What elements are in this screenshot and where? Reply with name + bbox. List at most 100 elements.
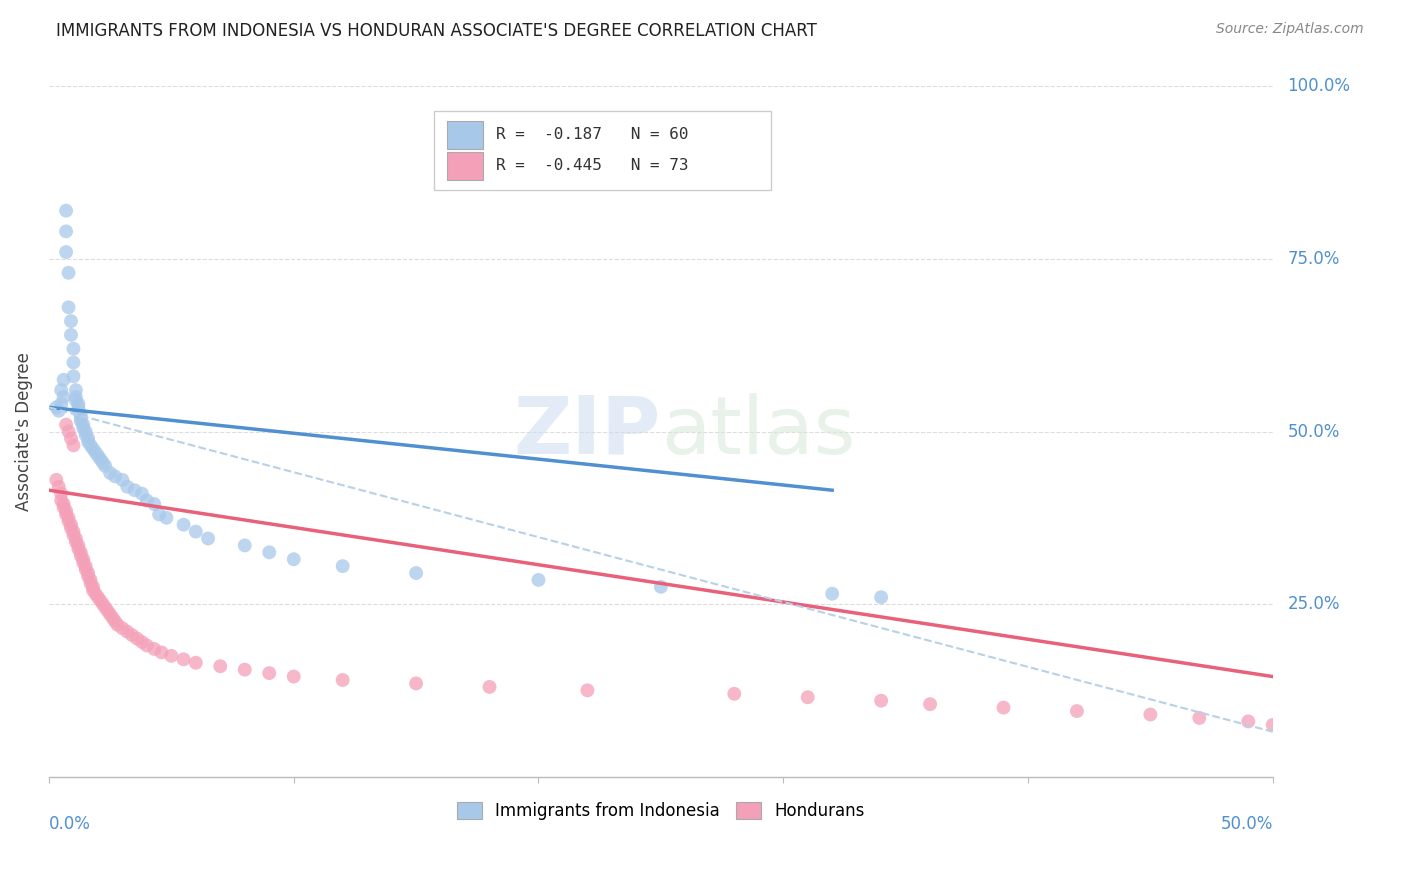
Point xyxy=(67,538,90,552)
Point xyxy=(117,480,139,494)
Point xyxy=(67,404,90,418)
Point xyxy=(69,549,91,563)
Point xyxy=(59,517,82,532)
Point xyxy=(58,301,80,315)
Point xyxy=(209,659,232,673)
Point xyxy=(72,552,94,566)
Point xyxy=(1188,711,1211,725)
Point xyxy=(62,342,84,356)
Point xyxy=(69,407,91,421)
Point xyxy=(87,590,110,604)
Point xyxy=(58,425,80,439)
Text: Source: ZipAtlas.com: Source: ZipAtlas.com xyxy=(1216,22,1364,37)
Point xyxy=(84,587,107,601)
Point xyxy=(332,673,354,687)
Point xyxy=(55,245,77,260)
Point xyxy=(55,203,77,218)
Text: 75.0%: 75.0% xyxy=(1288,250,1340,268)
Point xyxy=(117,624,139,639)
Point xyxy=(52,390,75,404)
Legend: Immigrants from Indonesia, Hondurans: Immigrants from Indonesia, Hondurans xyxy=(450,796,872,827)
Point xyxy=(283,552,305,566)
Text: IMMIGRANTS FROM INDONESIA VS HONDURAN ASSOCIATE'S DEGREE CORRELATION CHART: IMMIGRANTS FROM INDONESIA VS HONDURAN AS… xyxy=(56,22,817,40)
Text: atlas: atlas xyxy=(661,392,855,471)
Point xyxy=(104,469,127,483)
Point xyxy=(82,580,104,594)
Point xyxy=(1261,718,1284,732)
Point xyxy=(67,397,90,411)
Point xyxy=(121,628,143,642)
Point xyxy=(155,510,177,524)
Point xyxy=(173,517,195,532)
Point xyxy=(259,666,281,681)
Point xyxy=(135,639,157,653)
Point xyxy=(59,327,82,342)
Point xyxy=(51,397,73,411)
Point xyxy=(233,538,256,552)
Point xyxy=(65,393,87,408)
Point xyxy=(65,532,87,546)
Point xyxy=(65,390,87,404)
Point xyxy=(160,648,183,663)
Point xyxy=(52,500,75,515)
Point xyxy=(89,593,111,607)
Point xyxy=(84,445,107,459)
Point xyxy=(51,486,73,500)
Point xyxy=(59,432,82,446)
Point xyxy=(48,404,70,418)
Y-axis label: Associate's Degree: Associate's Degree xyxy=(15,352,32,511)
Point xyxy=(150,645,173,659)
Point xyxy=(72,556,94,570)
Point xyxy=(993,700,1015,714)
Point xyxy=(59,521,82,535)
Point xyxy=(65,383,87,397)
Point xyxy=(184,656,207,670)
Text: 0.0%: 0.0% xyxy=(49,814,91,832)
Point xyxy=(51,493,73,508)
Point xyxy=(48,480,70,494)
Point xyxy=(111,621,134,635)
Point xyxy=(870,694,893,708)
Point xyxy=(65,535,87,549)
Point xyxy=(58,514,80,528)
Point xyxy=(58,266,80,280)
Point xyxy=(79,438,101,452)
Point xyxy=(79,573,101,587)
FancyBboxPatch shape xyxy=(447,152,484,179)
Point xyxy=(91,597,114,611)
Point xyxy=(1066,704,1088,718)
Point xyxy=(69,414,91,428)
Point xyxy=(59,314,82,328)
Point xyxy=(650,580,672,594)
Point xyxy=(1139,707,1161,722)
Point xyxy=(259,545,281,559)
Point xyxy=(55,504,77,518)
Point xyxy=(131,635,153,649)
Point xyxy=(45,473,67,487)
Point xyxy=(98,466,121,480)
Point xyxy=(62,369,84,384)
Point xyxy=(52,373,75,387)
Point xyxy=(94,458,117,473)
Point xyxy=(125,632,148,646)
Point xyxy=(173,652,195,666)
Point xyxy=(55,508,77,522)
Point xyxy=(405,566,427,580)
Point xyxy=(332,559,354,574)
Point xyxy=(77,569,100,583)
Point xyxy=(111,473,134,487)
Point xyxy=(67,541,90,556)
Point xyxy=(55,224,77,238)
Point xyxy=(51,383,73,397)
Point xyxy=(75,428,97,442)
Point xyxy=(62,524,84,539)
Point xyxy=(69,410,91,425)
Point xyxy=(58,510,80,524)
Point xyxy=(82,442,104,456)
Point xyxy=(1237,714,1260,729)
Point xyxy=(97,604,120,618)
Text: ZIP: ZIP xyxy=(513,392,661,471)
Text: 25.0%: 25.0% xyxy=(1288,595,1340,613)
Point xyxy=(77,434,100,449)
Point xyxy=(77,566,100,580)
